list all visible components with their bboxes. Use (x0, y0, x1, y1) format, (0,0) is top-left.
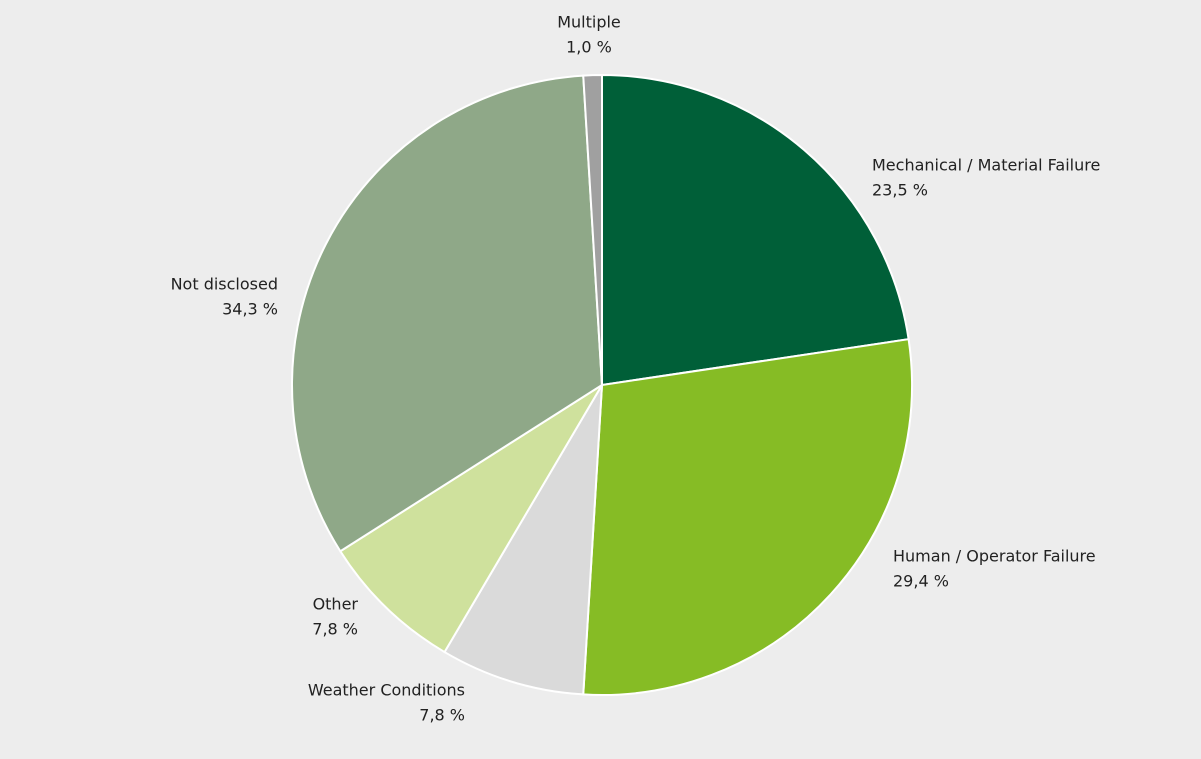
slice-label: Not disclosed (171, 275, 278, 294)
slice-value-label: 7,8 % (312, 620, 358, 639)
slice-label: Weather Conditions (308, 681, 465, 700)
slice-label: Multiple (557, 13, 621, 32)
pie-slice (601, 73, 910, 387)
pie-slice (291, 74, 604, 553)
pie-slice (582, 73, 603, 386)
slice-value-label: 34,3 % (222, 300, 278, 319)
slice-value-label: 1,0 % (566, 38, 612, 57)
slice-value-label: 7,8 % (419, 706, 465, 725)
slice-value-label: 23,5 % (872, 181, 928, 200)
slice-label: Other (313, 595, 359, 614)
slice-label: Mechanical / Material Failure (872, 156, 1100, 175)
pie-slice (443, 384, 603, 696)
pie-slice (582, 338, 913, 696)
pie-slice (338, 384, 603, 654)
slice-value-label: 29,4 % (893, 572, 949, 591)
slice-label: Human / Operator Failure (893, 547, 1096, 566)
